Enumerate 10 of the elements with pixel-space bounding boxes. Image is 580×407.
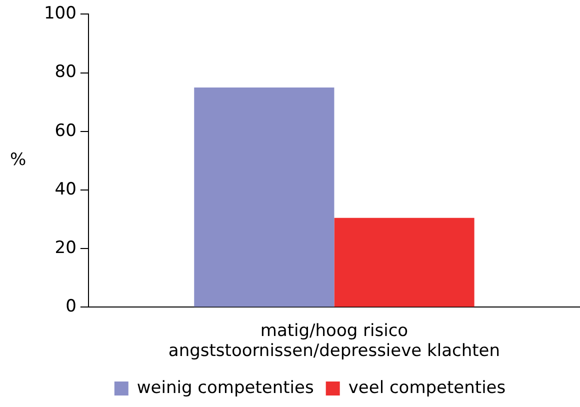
legend-label: weinig competenties [136, 378, 314, 398]
legend-label: veel competenties [348, 378, 506, 398]
y-tick-label: 20 [54, 238, 76, 258]
y-tick-label: 100 [44, 4, 76, 24]
y-tick-label: 60 [54, 120, 76, 141]
y-tick-label: 40 [54, 179, 76, 200]
y-axis-title: % [10, 150, 26, 170]
y-tick-label: 0 [66, 296, 76, 317]
y-tick-label: 80 [54, 62, 76, 82]
x-tick-label: matig/hoog risico angststoornissen/depressieve klachten [168, 320, 500, 362]
